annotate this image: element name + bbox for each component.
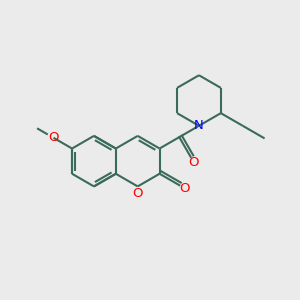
Text: N: N bbox=[194, 119, 204, 132]
Text: O: O bbox=[179, 182, 190, 195]
Text: O: O bbox=[48, 131, 59, 144]
Text: O: O bbox=[189, 156, 199, 169]
Text: O: O bbox=[132, 187, 143, 200]
